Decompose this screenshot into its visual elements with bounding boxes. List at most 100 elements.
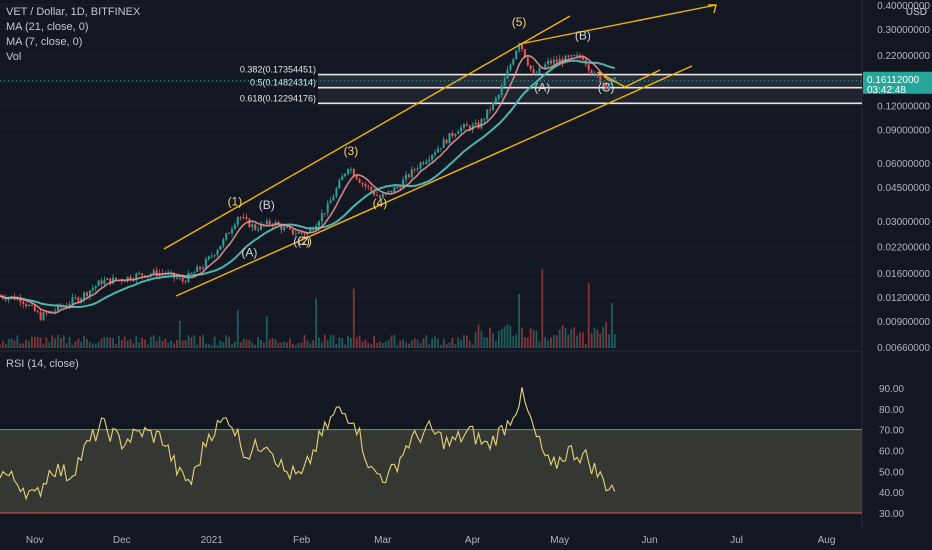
rsi-pane[interactable]: 90.00 80.00 70.00 60.00 50.00 40.00 30.00 [0, 384, 904, 520]
trend-line[interactable] [597, 71, 626, 88]
candle-body [581, 57, 584, 60]
volume-bar [152, 335, 155, 348]
candle-body [30, 305, 33, 306]
volume-bar [370, 344, 373, 348]
candle-body [216, 250, 219, 255]
volume-bar [364, 339, 367, 348]
volume-bar [599, 333, 602, 348]
volume-bar [10, 338, 13, 348]
volume-bar [228, 337, 230, 348]
candle-body [306, 232, 309, 235]
candle-body [558, 58, 561, 62]
candle-body [428, 159, 431, 162]
elliott-wave-labels[interactable]: (1) (2) (3) (4) (5) (A) (B) (C) (A) (B) (C) [228, 15, 615, 259]
volume-bar [584, 343, 587, 348]
volume-bar [323, 334, 326, 348]
candle-body [248, 218, 251, 228]
candle-body [590, 70, 593, 75]
candle-body [468, 125, 471, 130]
candle-body [19, 297, 22, 303]
volume-legend[interactable]: Vol [6, 51, 22, 63]
trend-lines[interactable] [163, 4, 717, 297]
arrow-head [708, 4, 717, 14]
candle-body [526, 57, 529, 66]
volume-bar [564, 328, 567, 348]
volume-bar [561, 325, 564, 348]
trend-line[interactable] [163, 15, 571, 250]
volume-bar [86, 339, 88, 348]
candle-body [225, 233, 228, 240]
candle-body [204, 259, 207, 268]
candle-body [228, 233, 231, 234]
volume-bar [94, 343, 97, 348]
trend-line[interactable] [519, 4, 717, 45]
candle-body [393, 187, 396, 193]
volume-bar [410, 340, 413, 348]
candle-body [109, 278, 112, 284]
candle-body [544, 64, 547, 69]
time-tick-label: Nov [26, 535, 44, 546]
rsi-legend[interactable]: RSI (14, close) [6, 358, 79, 370]
candle-body [413, 168, 416, 170]
volume-bar [428, 344, 431, 348]
volume-bar [193, 335, 196, 348]
volume-bar [460, 339, 462, 348]
volume-bar [100, 338, 103, 348]
price-tag-box[interactable] [863, 71, 932, 94]
volume-bar [91, 343, 94, 348]
volume-bar [207, 343, 210, 348]
volume-bar [547, 340, 549, 348]
volume-bar [312, 340, 315, 348]
fibonacci-retracement[interactable]: 0.382(0.17354451) 0.5(0.14824314) 0.618(0.… [240, 65, 862, 105]
candle-body [448, 133, 451, 144]
volume-bar [170, 340, 172, 348]
volume-bar [57, 334, 59, 348]
candle-body [51, 311, 54, 313]
candle-body [190, 272, 193, 274]
candle-body [564, 55, 567, 63]
trend-line[interactable] [175, 65, 693, 297]
candle-body [103, 279, 106, 285]
candle-body [407, 174, 410, 178]
volume-bar [416, 339, 419, 348]
candle-body [521, 43, 523, 50]
price-tick-label: 0.03000000 [877, 217, 930, 228]
volume-bar [4, 344, 7, 348]
rsi-line [0, 387, 616, 501]
candle-body [396, 187, 399, 188]
volume-bar [19, 343, 22, 348]
candle-body [483, 118, 486, 120]
volume-bar [373, 335, 375, 348]
candle-body [175, 277, 178, 279]
volume-bar [199, 336, 201, 348]
candle-body [178, 277, 181, 279]
candle-body [193, 272, 196, 274]
candle-body [207, 256, 210, 260]
volume-bar [550, 337, 552, 348]
candle-body [381, 194, 384, 198]
candle-body [222, 239, 225, 246]
candle-body [141, 273, 144, 276]
volume-bar [126, 340, 129, 348]
volume-bar [83, 335, 85, 348]
candle-body [318, 221, 320, 226]
candle-body [329, 200, 332, 204]
trend-line[interactable] [624, 69, 661, 88]
volume-bar [376, 342, 378, 348]
volume-bar [77, 339, 80, 348]
ma7-legend[interactable]: MA (7, close, 0) [6, 36, 83, 48]
candle-body [236, 217, 239, 225]
volume-bar [558, 329, 561, 348]
volume-bar [167, 342, 170, 348]
price-axis[interactable]: 0.400000000.300000000.220000000.16000000… [0, 1, 932, 354]
ma21-legend[interactable]: MA (21, close, 0) [6, 21, 89, 33]
candle-body [402, 179, 405, 188]
volume-bar [123, 336, 126, 348]
candle-body [573, 55, 576, 57]
candle-body [451, 133, 454, 137]
symbol-title[interactable]: VET / Dollar, 1D, BITFINEX [6, 6, 141, 18]
volume-bar [60, 337, 62, 348]
volume-bar [608, 334, 610, 348]
time-axis[interactable]: Nov Dec 2021 Feb Mar Apr May Jun Jul Aug [26, 535, 835, 546]
